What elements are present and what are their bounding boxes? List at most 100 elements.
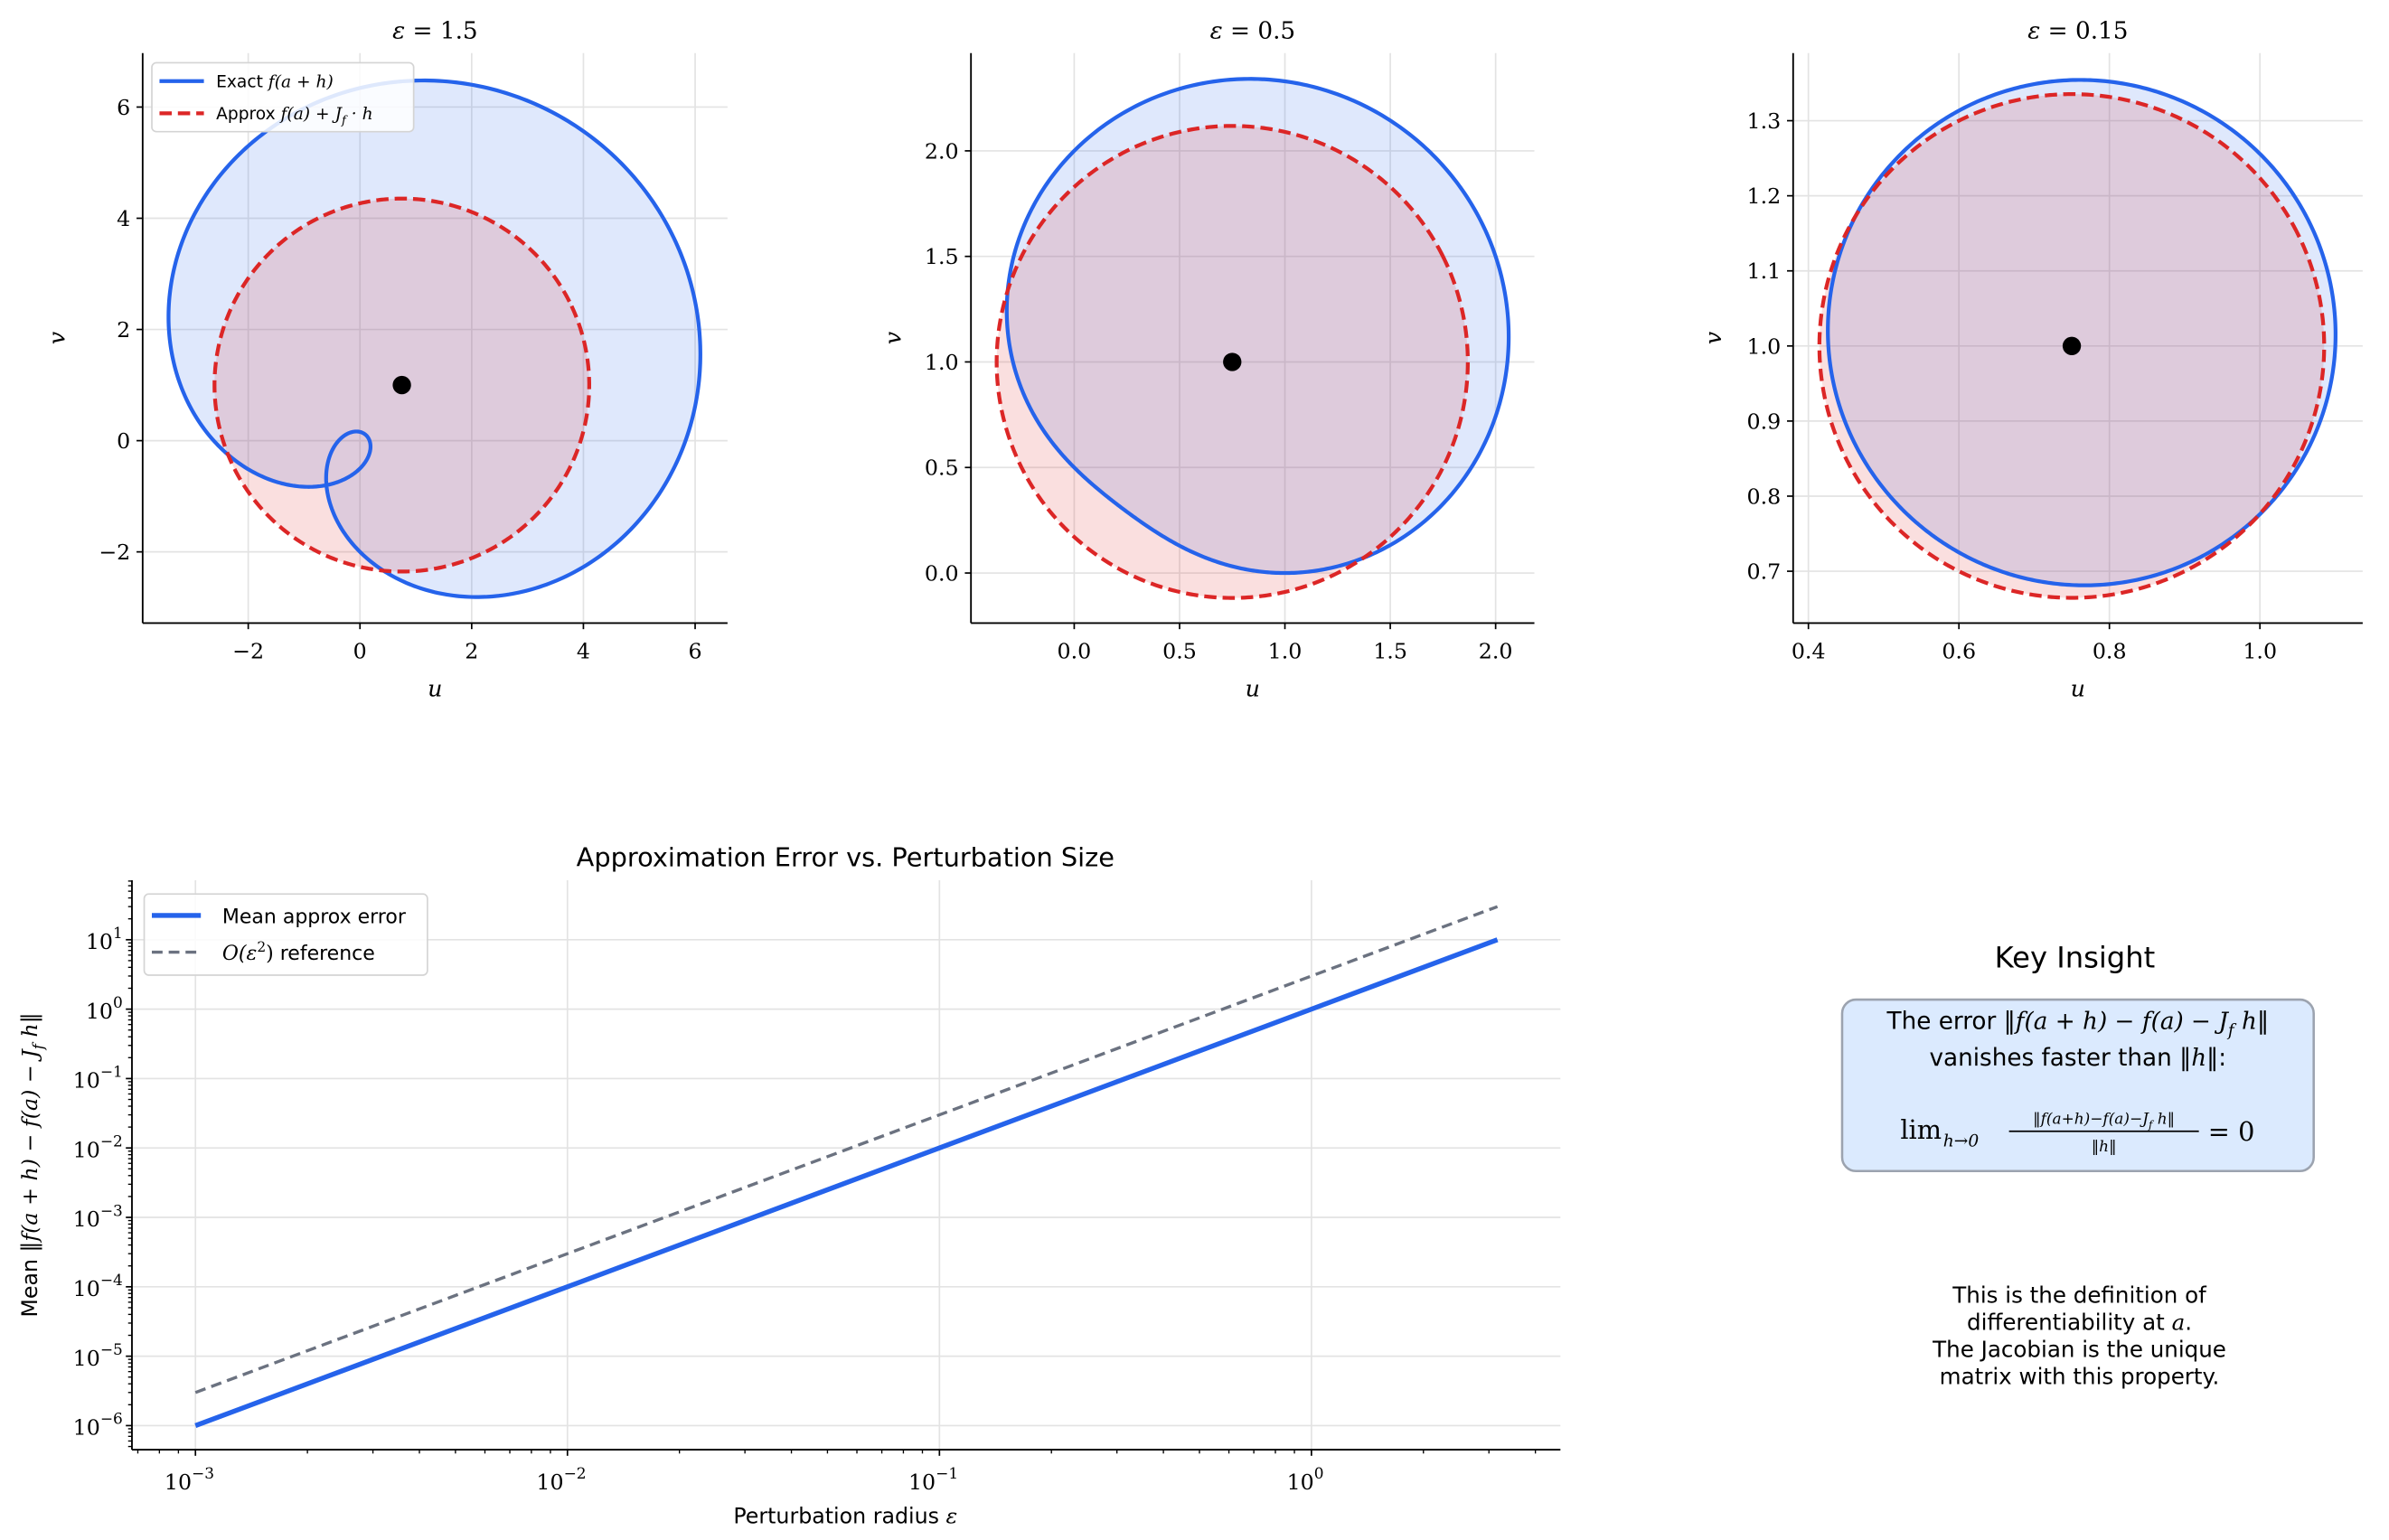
x-tick-label: 2.0 bbox=[1479, 638, 1513, 663]
key-insight-panel: Key Insight The error ‖f(a + h) − f(a) − … bbox=[1840, 941, 2315, 1389]
tick-exponent: 0 bbox=[113, 993, 123, 1011]
tick-base: 10 bbox=[536, 1470, 563, 1495]
legend-reference-label: O(ε2) reference bbox=[222, 939, 375, 965]
tick-base: 10 bbox=[908, 1470, 936, 1495]
legend: Mean approx error O(ε2) reference bbox=[143, 893, 428, 976]
x-axis-label: u bbox=[428, 675, 442, 702]
insight-note-line: matrix with this property. bbox=[1940, 1363, 2220, 1389]
y-axis-label: Mean ‖f(a + h) − f(a) − Jf h‖ bbox=[17, 1012, 47, 1317]
x-tick-label: 6 bbox=[688, 638, 701, 663]
legend-frame bbox=[143, 893, 428, 976]
legend-approx-label: Approx f(a) + Jf · h bbox=[216, 105, 372, 128]
y-axis-label: v bbox=[879, 331, 906, 344]
x-tick-label: 1.5 bbox=[1373, 638, 1407, 663]
y-tick-label: 10−1 bbox=[73, 1063, 123, 1094]
panel-title: ε = 1.5 bbox=[392, 17, 478, 44]
limit-denominator: ‖h‖ bbox=[2092, 1137, 2117, 1155]
tick-base: 10 bbox=[165, 1470, 192, 1495]
y-tick-label: 10−2 bbox=[73, 1132, 123, 1163]
tick-exponent: −1 bbox=[936, 1464, 958, 1482]
panel-epsilon-1.5: −2 0 2 4 6 −2 0 2 4 6 ε = 1.5 u v Exact f(a + h) Appro… bbox=[42, 17, 728, 702]
panel-title: ε = 0.15 bbox=[2027, 17, 2128, 44]
x-tick-label: 0.6 bbox=[1942, 638, 1976, 663]
exact-region-fill bbox=[1006, 79, 1510, 574]
y-tick-label: 0.5 bbox=[925, 455, 959, 481]
y-tick-label: 101 bbox=[86, 924, 123, 954]
x-tick-label: 100 bbox=[1287, 1464, 1324, 1495]
x-axis-label: u bbox=[1246, 675, 1260, 702]
tick-base: 10 bbox=[73, 1137, 100, 1162]
x-axis-label: Perturbation radius ε bbox=[733, 1503, 957, 1528]
tick-base: 10 bbox=[73, 1207, 100, 1232]
plot-title: Approximation Error vs. Perturbation Siz… bbox=[577, 842, 1115, 873]
insight-note-line: differentiability at a. bbox=[1967, 1309, 2192, 1335]
x-tick-label: 10−1 bbox=[908, 1464, 958, 1495]
center-point-f-a bbox=[2062, 336, 2082, 355]
center-point-f-a bbox=[1223, 352, 1242, 371]
y-tick-label: 1.5 bbox=[925, 244, 959, 269]
y-axis-label: v bbox=[1699, 331, 1726, 344]
tick-exponent: −3 bbox=[100, 1201, 123, 1219]
y-tick-label: 2.0 bbox=[925, 138, 959, 164]
tick-base: 10 bbox=[86, 999, 113, 1024]
exact-region-fill bbox=[1828, 80, 2336, 586]
insight-title: Key Insight bbox=[1995, 941, 2156, 975]
x-tick-label: 2 bbox=[465, 638, 478, 663]
legend-exact-label: Exact f(a + h) bbox=[216, 73, 334, 92]
legend-frame bbox=[151, 61, 415, 133]
limit-rhs: = 0 bbox=[2208, 1116, 2255, 1147]
x-tick-label: 1.0 bbox=[2243, 638, 2277, 663]
exact-curve bbox=[1826, 78, 2338, 587]
y-tick-label: 4 bbox=[117, 206, 130, 231]
center-point-f-a bbox=[392, 375, 411, 395]
limit-operator: lim bbox=[1900, 1114, 1942, 1145]
y-tick-label: 0.8 bbox=[1747, 484, 1782, 509]
tick-base: 10 bbox=[73, 1068, 100, 1094]
x-axis-label: u bbox=[2071, 675, 2085, 702]
tick-exponent: −6 bbox=[100, 1410, 123, 1428]
tick-exponent: −2 bbox=[100, 1132, 123, 1150]
y-tick-label: 10−6 bbox=[73, 1410, 123, 1441]
legend: Exact f(a + h) Approx f(a) + Jf · h bbox=[151, 61, 415, 133]
tick-exponent: −1 bbox=[100, 1063, 123, 1081]
panel-title: ε = 0.5 bbox=[1210, 17, 1296, 44]
x-tick-label: 4 bbox=[577, 638, 590, 663]
y-tick-label: 0.9 bbox=[1747, 408, 1782, 434]
y-tick-label: 6 bbox=[117, 95, 130, 120]
y-tick-label: −2 bbox=[99, 540, 130, 565]
mean-error-line bbox=[194, 937, 1499, 1428]
y-tick-label: 1.0 bbox=[925, 350, 959, 375]
x-tick-label: −2 bbox=[232, 638, 264, 663]
approx-curve bbox=[212, 196, 591, 574]
exact-region-fill bbox=[168, 80, 701, 597]
panel-epsilon-0.5: 0.0 0.5 1.0 1.5 2.0 0.0 0.5 1.0 1.5 2.0 ε = 0.5 u v bbox=[879, 17, 1535, 702]
approx-curve bbox=[994, 124, 1471, 600]
y-tick-label: 0.0 bbox=[925, 561, 959, 587]
tick-exponent: 0 bbox=[1314, 1464, 1324, 1482]
x-tick-label: 0 bbox=[353, 638, 367, 663]
y-tick-label: 0 bbox=[117, 428, 130, 454]
y-tick-label: 2 bbox=[117, 317, 130, 343]
y-tick-label: 1.1 bbox=[1747, 258, 1782, 284]
panel-epsilon-0.15: 0.4 0.6 0.8 1.0 0.7 0.8 0.9 1.0 1.1 1.2 1.3 ε = 0.1… bbox=[1699, 17, 2363, 702]
tick-base: 10 bbox=[73, 1415, 100, 1441]
x-tick-label: 0.0 bbox=[1058, 638, 1092, 663]
tick-base: 10 bbox=[1287, 1470, 1314, 1495]
limit-subscript: h→0 bbox=[1943, 1132, 1980, 1151]
y-tick-label: 10−3 bbox=[73, 1201, 123, 1232]
tick-base: 10 bbox=[73, 1346, 100, 1371]
y-tick-label: 0.7 bbox=[1747, 559, 1782, 585]
insight-note-line: The Jacobian is the unique bbox=[1932, 1336, 2226, 1362]
insight-box-line-2: vanishes faster than ‖h‖: bbox=[1930, 1045, 2227, 1072]
x-tick-label: 0.8 bbox=[2093, 638, 2127, 663]
error-vs-perturbation-plot: 10−3 10−2 10−1 10010−610−510−410−310−210−11… bbox=[17, 842, 1561, 1528]
x-tick-label: 0.5 bbox=[1162, 638, 1197, 663]
y-tick-label: 1.3 bbox=[1747, 108, 1782, 134]
insight-note-line: This is the definition of bbox=[1952, 1282, 2207, 1308]
tick-base: 10 bbox=[86, 929, 113, 954]
exact-curve bbox=[1004, 77, 1511, 576]
y-tick-label: 1.2 bbox=[1747, 183, 1782, 209]
legend-mean-error-label: Mean approx error bbox=[222, 906, 407, 928]
tick-exponent: −5 bbox=[100, 1340, 123, 1358]
reference-line bbox=[194, 905, 1499, 1394]
